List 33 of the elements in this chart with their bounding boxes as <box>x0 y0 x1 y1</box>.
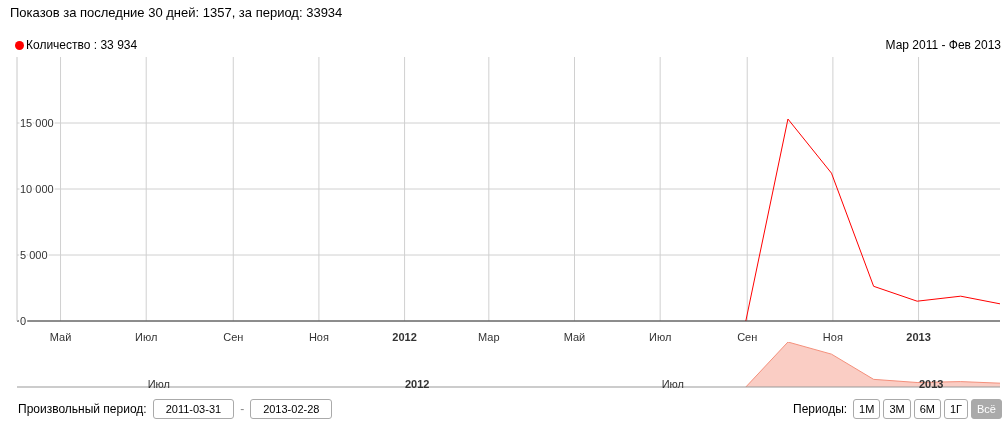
x-tick-label: Июл <box>661 378 684 390</box>
x-tick-label: Июл <box>648 331 672 343</box>
y-tick-label: 10 000 <box>20 183 54 195</box>
text: 1Г <box>943 399 969 419</box>
y-tick-label: 5 000 <box>20 249 48 261</box>
x-tick-label: Ноя <box>822 331 843 343</box>
x-tick-label: Сен <box>223 331 244 343</box>
x-tick-label: 2013 <box>918 378 944 390</box>
x-tick-label: Июл <box>135 331 158 343</box>
x-tick-label: Май <box>49 331 72 343</box>
x-tick-label: Июл <box>147 378 170 390</box>
text: 2011-03-31 <box>152 399 235 419</box>
text: - <box>240 402 245 416</box>
x-tick-label: Ноя <box>308 331 329 343</box>
x-tick-label: 2012 <box>404 378 430 390</box>
text: Произвольный период: <box>18 402 147 416</box>
text: Всё <box>971 399 1002 419</box>
chart-subtitle: Мар 2011 - Фев 2013 <box>885 38 1001 52</box>
y-tick-label: 0 <box>20 315 27 327</box>
text: 2013-02-28 <box>250 399 333 419</box>
legend-label: Количество : 33 934 <box>25 38 138 52</box>
x-tick-label: 2013 <box>906 331 931 343</box>
text: Периоды: <box>793 402 848 416</box>
chart-title: Показов за последние 30 дней: 1357, за период: 33934 <box>10 5 343 20</box>
x-tick-label: Май <box>563 331 586 343</box>
text: 1М <box>853 399 881 419</box>
x-tick-label: Сен <box>737 331 758 343</box>
x-tick-label: 2012 <box>392 331 417 343</box>
text: 6М <box>913 399 941 419</box>
line-series <box>745 118 1000 321</box>
y-tick-label: 15 000 <box>20 117 54 129</box>
text: 3М <box>883 399 911 419</box>
x-tick-label: Мар <box>478 331 500 343</box>
